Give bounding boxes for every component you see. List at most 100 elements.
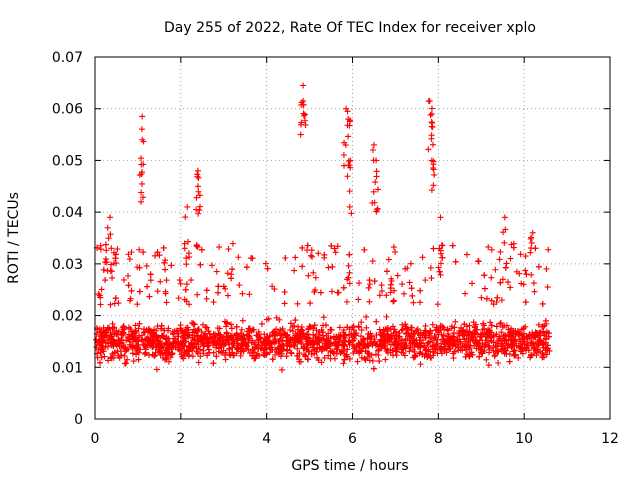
- data-point: [218, 344, 225, 351]
- data-point: [139, 180, 146, 187]
- data-point: [528, 245, 535, 252]
- data-point: [108, 245, 115, 252]
- data-point: [105, 235, 112, 242]
- data-point: [108, 342, 115, 349]
- x-tick-label: 4: [262, 431, 271, 447]
- data-point: [383, 348, 390, 355]
- data-point: [195, 359, 202, 366]
- data-point: [387, 349, 394, 356]
- data-point: [137, 198, 144, 205]
- data-point: [152, 252, 159, 259]
- data-point: [189, 353, 196, 360]
- data-point: [165, 335, 172, 342]
- data-point: [126, 256, 133, 263]
- data-point: [388, 277, 395, 284]
- data-point: [168, 262, 175, 269]
- data-point: [480, 320, 487, 327]
- data-point: [234, 332, 241, 339]
- data-point: [546, 347, 553, 354]
- data-point: [133, 351, 140, 358]
- data-point: [272, 332, 279, 339]
- data-point: [511, 347, 518, 354]
- data-point: [263, 316, 270, 323]
- data-point: [413, 341, 420, 348]
- data-point: [304, 331, 311, 338]
- data-point: [216, 244, 223, 251]
- data-point: [373, 332, 380, 339]
- data-point: [483, 356, 490, 363]
- data-point: [449, 342, 456, 349]
- data-point: [301, 111, 308, 118]
- data-point: [452, 258, 459, 265]
- data-point: [180, 343, 187, 350]
- data-point: [403, 342, 410, 349]
- data-point: [340, 152, 347, 159]
- data-point: [427, 264, 434, 271]
- data-point: [228, 275, 235, 282]
- data-point: [102, 332, 109, 339]
- data-point: [346, 203, 353, 210]
- data-point: [408, 324, 415, 331]
- data-point: [322, 322, 329, 329]
- data-point: [188, 319, 195, 326]
- data-point: [508, 336, 515, 343]
- data-point: [539, 300, 546, 307]
- data-point: [348, 331, 355, 338]
- data-point: [440, 332, 447, 339]
- y-tick-label: 0.01: [52, 360, 83, 376]
- data-point: [464, 351, 471, 358]
- data-point: [227, 321, 234, 328]
- data-point: [444, 339, 451, 346]
- data-point: [134, 347, 141, 354]
- data-point: [107, 329, 114, 336]
- data-point: [507, 255, 514, 262]
- data-point: [449, 242, 456, 249]
- data-point: [364, 335, 371, 342]
- data-point: [372, 179, 379, 186]
- data-point: [300, 112, 307, 119]
- data-point: [337, 332, 344, 339]
- data-point: [535, 321, 542, 328]
- data-point: [446, 335, 453, 342]
- data-point: [490, 347, 497, 354]
- data-point: [98, 354, 105, 361]
- data-point: [183, 255, 190, 262]
- axis-ticks: 0 2 4 6 8 10 12 0 0.01 0.02 0.03 0.04 0.05 0.06 0.07: [52, 50, 619, 447]
- data-point: [304, 344, 311, 351]
- data-point: [95, 291, 102, 298]
- data-point: [302, 352, 309, 359]
- data-point: [118, 339, 125, 346]
- data-point: [373, 173, 380, 180]
- data-point: [300, 82, 307, 89]
- data-point: [230, 340, 237, 347]
- data-point: [321, 251, 328, 258]
- data-point: [222, 356, 229, 363]
- data-point: [208, 262, 215, 269]
- data-point: [355, 296, 362, 303]
- data-point: [298, 99, 305, 106]
- data-point: [479, 340, 486, 347]
- data-point: [443, 338, 450, 345]
- data-point: [465, 331, 472, 338]
- data-point: [305, 272, 312, 279]
- data-point: [461, 321, 468, 328]
- data-point: [163, 355, 170, 362]
- data-point: [510, 244, 517, 251]
- data-point: [128, 342, 135, 349]
- data-point: [346, 269, 353, 276]
- data-point: [451, 324, 458, 331]
- data-point: [376, 358, 383, 365]
- data-point: [386, 336, 393, 343]
- data-point: [495, 348, 502, 355]
- data-point: [521, 345, 528, 352]
- data-point: [200, 342, 207, 349]
- data-point: [135, 356, 142, 363]
- data-point: [97, 246, 104, 253]
- data-point: [143, 262, 150, 269]
- data-point: [311, 288, 318, 295]
- grid: [95, 57, 610, 419]
- data-point: [492, 266, 499, 273]
- data-point: [433, 341, 440, 348]
- data-point: [233, 350, 240, 357]
- data-point: [437, 271, 444, 278]
